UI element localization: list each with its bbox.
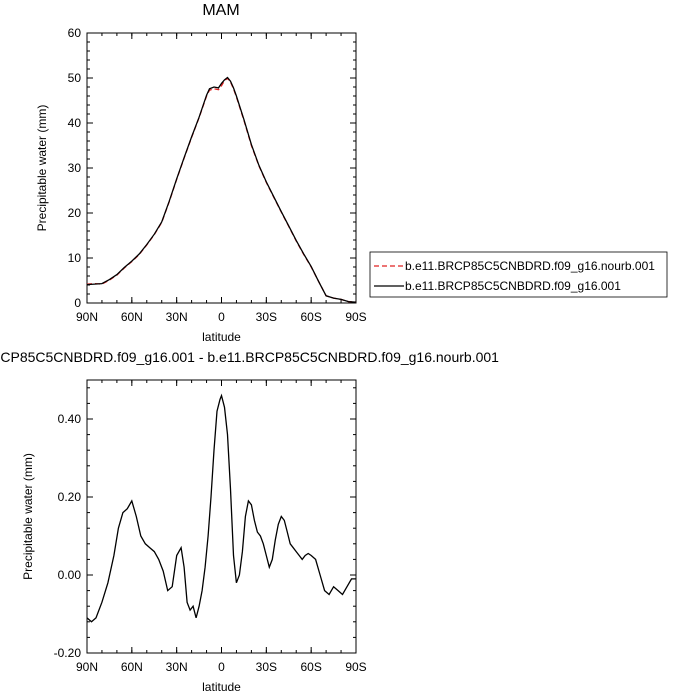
y-axis-label: Precipitable water (mm)	[35, 105, 49, 232]
legend-label-1: b.e11.BRCP85C5CNBDRD.f09_g16.nourb.001	[405, 259, 655, 273]
x-axis-label: latitude	[202, 680, 241, 694]
plot-frame	[86, 32, 357, 304]
y-tick-label: 0.20	[58, 490, 82, 504]
x-tick-label: 60N	[121, 660, 143, 674]
y-tick-label: -0.20	[54, 646, 82, 660]
x-tick-label: 0	[218, 310, 225, 324]
y-tick-label: 0.40	[58, 412, 82, 426]
x-tick-label: 30S	[256, 660, 277, 674]
legend-label-2: b.e11.BRCP85C5CNBDRD.f09_g16.001	[405, 279, 621, 293]
y-axis-label: Precipitable water (mm)	[21, 453, 35, 580]
series-line-2	[86, 76, 357, 303]
y-tick-label: 10	[68, 251, 82, 265]
chart-panel-1: MAM 90N 60N 30N 0 30S 60S 90S 0 10 20 30 40 50 60 latit…	[35, 2, 668, 344]
y-tick-label: 0.00	[58, 568, 82, 582]
x-tick-label: 30N	[166, 310, 188, 324]
x-tick-label: 60S	[300, 660, 321, 674]
x-tick-label: 60S	[300, 310, 321, 324]
y-tick-label: 40	[68, 116, 82, 130]
chart-panel-2: b.e11.BRCP85C5CNBDRD.f09_g16.001 - b.e11…	[0, 349, 499, 694]
chart-title: b.e11.BRCP85C5CNBDRD.f09_g16.001 - b.e11…	[0, 349, 499, 365]
x-tick-label: 90N	[76, 660, 98, 674]
legend: b.e11.BRCP85C5CNBDRD.f09_g16.nourb.001 b.…	[369, 251, 668, 298]
legend-box	[369, 251, 668, 298]
x-tick-label: 30S	[256, 310, 277, 324]
chart-title: MAM	[202, 2, 239, 19]
y-tick-label: 0	[74, 296, 81, 310]
plot-frame	[86, 379, 357, 654]
y-tick-label: 20	[68, 206, 82, 220]
x-axis-label: latitude	[202, 330, 241, 344]
y-tick-label: 60	[68, 26, 82, 40]
series-line-1	[86, 77, 357, 303]
x-tick-label: 0	[218, 660, 225, 674]
x-tick-label: 90S	[345, 310, 366, 324]
x-tick-label: 30N	[166, 660, 188, 674]
y-tick-label: 30	[68, 161, 82, 175]
x-tick-label: 90S	[345, 660, 366, 674]
x-tick-label: 60N	[121, 310, 143, 324]
series-line-1	[86, 393, 356, 623]
x-tick-label: 90N	[76, 310, 98, 324]
y-tick-label: 50	[68, 71, 82, 85]
